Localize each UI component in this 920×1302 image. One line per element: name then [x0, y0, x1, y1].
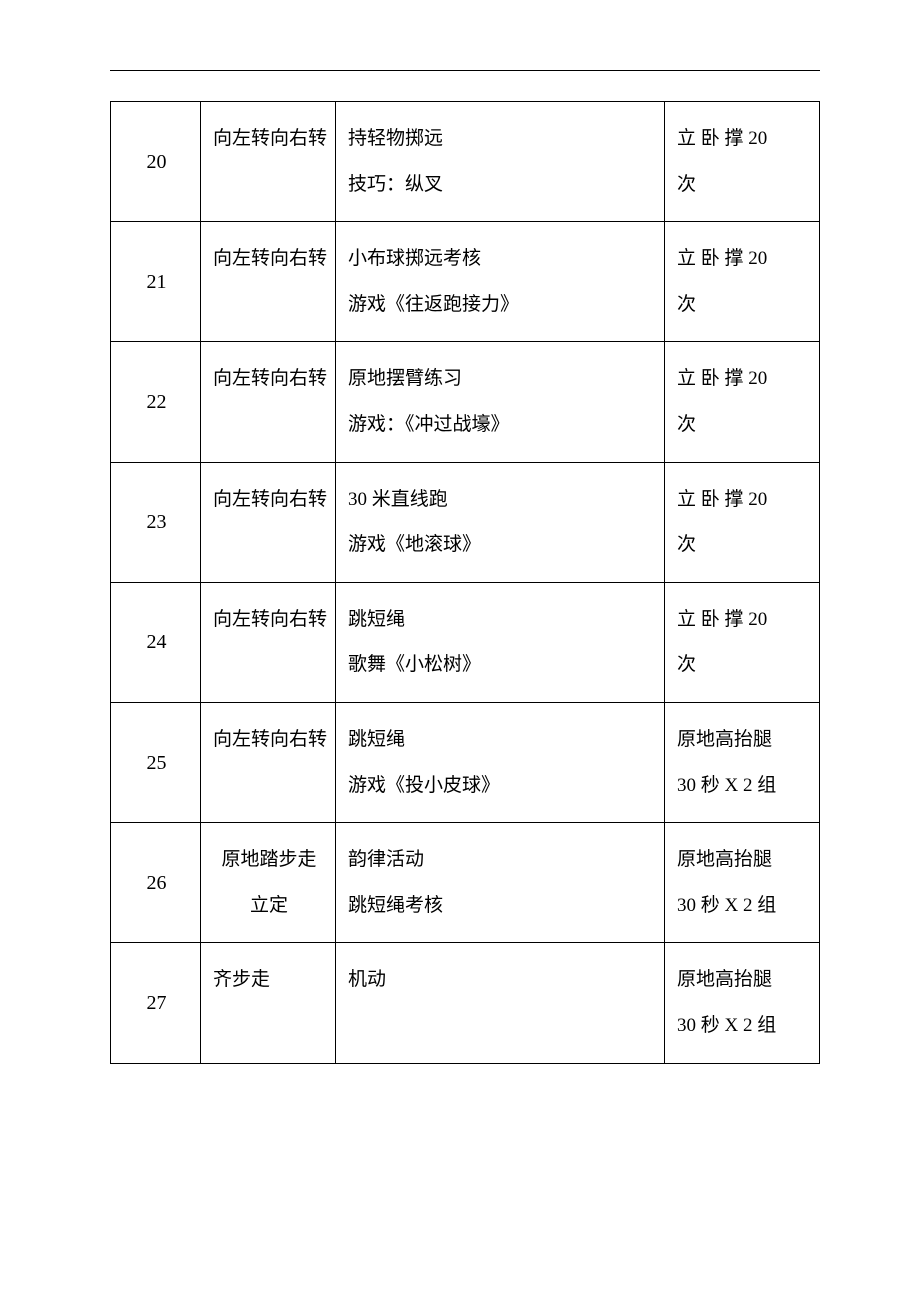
cell-col1: 原地踏步走 立定	[201, 823, 336, 943]
cell-col3: 立 卧 撑 20 次	[665, 462, 820, 582]
cell-col1: 齐步走	[201, 943, 336, 1063]
cell-text: 立 卧 撑 20	[677, 116, 809, 162]
cell-text: 次	[677, 282, 809, 328]
cell-col2: 机动	[336, 943, 665, 1063]
table-row: 27 齐步走 机动 原地高抬腿 30 秒 X 2 组	[111, 943, 820, 1063]
cell-text: 原地高抬腿	[677, 957, 809, 1003]
cell-col1: 向左转向右转	[201, 222, 336, 342]
cell-text: 游戏《往返跑接力》	[348, 282, 654, 328]
cell-text: 立 卧 撑 20	[677, 477, 809, 523]
cell-col3: 立 卧 撑 20 次	[665, 102, 820, 222]
row-number: 27	[111, 943, 201, 1063]
cell-text: 次	[677, 642, 809, 688]
cell-text: 向左转向右转	[213, 597, 325, 643]
cell-col2: 30 米直线跑 游戏《地滚球》	[336, 462, 665, 582]
cell-col3: 原地高抬腿 30 秒 X 2 组	[665, 823, 820, 943]
cell-text: 游戏《地滚球》	[348, 522, 654, 568]
cell-text: 向左转向右转	[213, 477, 325, 523]
cell-text: 30 秒 X 2 组	[677, 1003, 809, 1049]
document-page: 20 向左转向右转 持轻物掷远 技巧：纵叉 立 卧 撑 20 次 21 向左转向…	[0, 0, 920, 1302]
cell-col2: 持轻物掷远 技巧：纵叉	[336, 102, 665, 222]
cell-text: 跳短绳	[348, 597, 654, 643]
table-row: 23 向左转向右转 30 米直线跑 游戏《地滚球》 立 卧 撑 20 次	[111, 462, 820, 582]
cell-col3: 原地高抬腿 30 秒 X 2 组	[665, 702, 820, 822]
cell-text: 原地摆臂练习	[348, 356, 654, 402]
cell-text: 韵律活动	[348, 837, 654, 883]
cell-col1: 向左转向右转	[201, 702, 336, 822]
cell-text: 次	[677, 402, 809, 448]
cell-text: 小布球掷远考核	[348, 236, 654, 282]
table-row: 21 向左转向右转 小布球掷远考核 游戏《往返跑接力》 立 卧 撑 20 次	[111, 222, 820, 342]
cell-text: 跳短绳	[348, 717, 654, 763]
cell-text: 立 卧 撑 20	[677, 236, 809, 282]
cell-text: 向左转向右转	[213, 116, 325, 162]
table-row: 20 向左转向右转 持轻物掷远 技巧：纵叉 立 卧 撑 20 次	[111, 102, 820, 222]
cell-col2: 跳短绳 歌舞《小松树》	[336, 582, 665, 702]
table-row: 24 向左转向右转 跳短绳 歌舞《小松树》 立 卧 撑 20 次	[111, 582, 820, 702]
row-number: 23	[111, 462, 201, 582]
cell-text: 立定	[213, 883, 325, 929]
cell-text: 向左转向右转	[213, 356, 325, 402]
cell-col1: 向左转向右转	[201, 102, 336, 222]
table-row: 26 原地踏步走 立定 韵律活动 跳短绳考核 原地高抬腿 30 秒 X 2 组	[111, 823, 820, 943]
row-number: 26	[111, 823, 201, 943]
cell-text: 向左转向右转	[213, 717, 325, 763]
header-rule	[110, 70, 820, 71]
row-number: 24	[111, 582, 201, 702]
cell-text: 机动	[348, 957, 654, 1003]
lesson-plan-table: 20 向左转向右转 持轻物掷远 技巧：纵叉 立 卧 撑 20 次 21 向左转向…	[110, 101, 820, 1064]
cell-text: 次	[677, 162, 809, 208]
cell-col2: 小布球掷远考核 游戏《往返跑接力》	[336, 222, 665, 342]
cell-col1: 向左转向右转	[201, 582, 336, 702]
cell-col3: 立 卧 撑 20 次	[665, 342, 820, 462]
cell-text: 游戏《投小皮球》	[348, 763, 654, 809]
cell-text: 齐步走	[213, 957, 325, 1003]
row-number: 20	[111, 102, 201, 222]
cell-text: 30 秒 X 2 组	[677, 763, 809, 809]
cell-text: 30 秒 X 2 组	[677, 883, 809, 929]
cell-col1: 向左转向右转	[201, 342, 336, 462]
cell-col3: 立 卧 撑 20 次	[665, 582, 820, 702]
cell-text: 跳短绳考核	[348, 883, 654, 929]
cell-text	[348, 1003, 654, 1049]
cell-text: 30 米直线跑	[348, 477, 654, 523]
table-row: 22 向左转向右转 原地摆臂练习 游戏：《冲过战壕》 立 卧 撑 20 次	[111, 342, 820, 462]
cell-col1: 向左转向右转	[201, 462, 336, 582]
cell-text: 技巧：纵叉	[348, 162, 654, 208]
cell-text: 立 卧 撑 20	[677, 356, 809, 402]
cell-text: 原地高抬腿	[677, 717, 809, 763]
cell-text: 向左转向右转	[213, 236, 325, 282]
cell-col2: 原地摆臂练习 游戏：《冲过战壕》	[336, 342, 665, 462]
cell-col3: 原地高抬腿 30 秒 X 2 组	[665, 943, 820, 1063]
cell-text: 游戏：《冲过战壕》	[348, 402, 654, 448]
cell-col2: 韵律活动 跳短绳考核	[336, 823, 665, 943]
cell-text: 原地踏步走	[213, 837, 325, 883]
cell-text: 次	[677, 522, 809, 568]
row-number: 21	[111, 222, 201, 342]
table-row: 25 向左转向右转 跳短绳 游戏《投小皮球》 原地高抬腿 30 秒 X 2 组	[111, 702, 820, 822]
row-number: 22	[111, 342, 201, 462]
row-number: 25	[111, 702, 201, 822]
cell-text: 立 卧 撑 20	[677, 597, 809, 643]
cell-text: 原地高抬腿	[677, 837, 809, 883]
cell-col3: 立 卧 撑 20 次	[665, 222, 820, 342]
cell-text: 歌舞《小松树》	[348, 642, 654, 688]
cell-col2: 跳短绳 游戏《投小皮球》	[336, 702, 665, 822]
cell-text: 持轻物掷远	[348, 116, 654, 162]
